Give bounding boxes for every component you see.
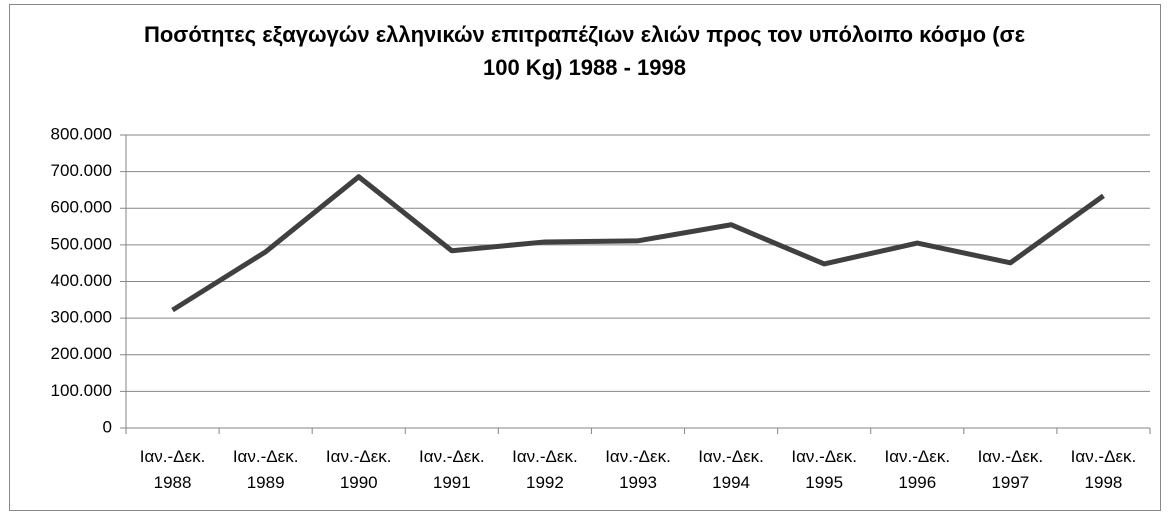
y-tick-label: 500.000 — [51, 234, 112, 253]
x-tick-label-line: Ιαν.-Δεκ. — [512, 447, 578, 466]
x-tick-label-line: 1989 — [247, 473, 285, 492]
x-tick-label: Ιαν.-Δεκ. 1992 — [512, 447, 578, 492]
x-tick-label-line: Ιαν.-Δεκ. — [140, 447, 206, 466]
y-tick-label: 300.000 — [51, 308, 112, 327]
x-tick-label: Ιαν.-Δεκ. 1994 — [698, 447, 764, 492]
x-tick-label-line: Ιαν.-Δεκ. — [233, 447, 299, 466]
y-tick-label: 0 — [103, 417, 112, 436]
x-tick-label-line: Ιαν.-Δεκ. — [605, 447, 671, 466]
x-tick-label: Ιαν.-Δεκ. 1998 — [1071, 447, 1137, 492]
y-tick-label: 100.000 — [51, 381, 112, 400]
y-tick-label: 800.000 — [51, 124, 112, 143]
x-tick-label-line: 1992 — [526, 473, 564, 492]
x-tick-label-line: 1990 — [340, 473, 378, 492]
x-tick-label-line: 1998 — [1085, 473, 1123, 492]
x-tick-label-line: 1996 — [898, 473, 936, 492]
x-tick-label-line: Ιαν.-Δεκ. — [1071, 447, 1137, 466]
x-tick-label-line: 1997 — [991, 473, 1029, 492]
x-tick-label: Ιαν.-Δεκ. 1991 — [419, 447, 485, 492]
x-tick-label-line: Ιαν.-Δεκ. — [791, 447, 857, 466]
x-tick-label-line: Ιαν.-Δεκ. — [884, 447, 950, 466]
x-tick-label: Ιαν.-Δεκ. 1996 — [884, 447, 950, 492]
x-tick-label-line: Ιαν.-Δεκ. — [419, 447, 485, 466]
x-tick-label: Ιαν.-Δεκ. 1997 — [978, 447, 1044, 492]
x-tick-label-line: 1993 — [619, 473, 657, 492]
chart-title-box: Ποσότητες εξαγωγών ελληνικών επιτραπέζιω… — [0, 18, 1169, 84]
x-tick-label-line: 1988 — [154, 473, 192, 492]
x-tick-label: Ιαν.-Δεκ. 1989 — [233, 447, 299, 492]
x-tick-label: Ιαν.-Δεκ. 1988 — [140, 447, 206, 492]
x-tick-label: Ιαν.-Δεκ. 1993 — [605, 447, 671, 492]
x-tick-label-line: Ιαν.-Δεκ. — [978, 447, 1044, 466]
x-tick-label-line: Ιαν.-Δεκ. — [698, 447, 764, 466]
x-tick-label-line: 1995 — [805, 473, 843, 492]
x-tick-label: Ιαν.-Δεκ. 1990 — [326, 447, 392, 492]
line-series — [171, 174, 1105, 313]
x-tick-label-line: Ιαν.-Δεκ. — [326, 447, 392, 466]
chart-border — [9, 4, 1161, 511]
x-tick-label-line: 1994 — [712, 473, 750, 492]
y-tick-label: 200.000 — [51, 344, 112, 363]
y-tick-label: 400.000 — [51, 271, 112, 290]
chart-title: Ποσότητες εξαγωγών ελληνικών επιτραπέζιω… — [143, 22, 1026, 80]
y-tick-label: 700.000 — [51, 161, 112, 180]
x-tick-label-line: 1991 — [433, 473, 471, 492]
x-tick-label: Ιαν.-Δεκ. 1995 — [791, 447, 857, 492]
y-tick-label: 600.000 — [51, 198, 112, 217]
